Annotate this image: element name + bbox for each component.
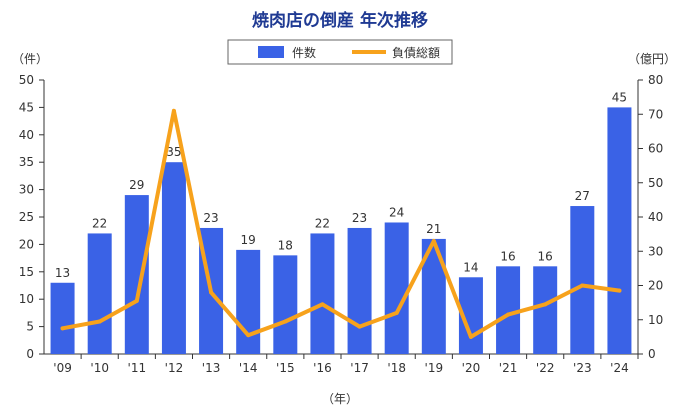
line-point [171,108,176,113]
x-tick-label: '12 [165,361,184,375]
chart-title: 焼肉店の倒産 年次推移 [252,10,428,31]
bar [50,282,75,354]
line-point [431,238,436,243]
bar-data-label: 19 [241,233,256,247]
bar-data-labels: 13 22 29 35 23 19 18 22 23 24 21 14 16 16 27 45 [55,90,627,279]
y-left-tick-label: 10 [19,292,34,306]
bar [347,227,372,354]
bar-data-label: 22 [92,216,107,230]
bar [533,266,558,354]
line-point [506,312,511,317]
y-right-tick-label: 60 [648,142,663,156]
bar-data-label: 16 [538,249,553,263]
line-point [543,302,548,307]
bar [87,233,112,354]
line-series [60,108,622,339]
legend-bar-label: 件数 [292,45,316,60]
y-right-tick-label: 0 [648,347,656,361]
bar-data-label: 45 [612,90,627,104]
x-tick-label: '17 [350,361,369,375]
x-tick-label: '18 [387,361,406,375]
bar [161,162,186,354]
line-series-path [60,108,622,339]
y-right-tick-label: 10 [648,313,663,327]
x-tick-label: '09 [53,361,72,375]
y-left-ticks: 0 5 10 15 20 25 30 35 40 45 50 [19,73,44,361]
y-right-tick-label: 40 [648,210,663,224]
y-right-unit: （億円） [628,52,676,66]
bar-data-label: 18 [278,238,293,252]
line-point [60,326,65,331]
legend: 件数 負債総額 [227,39,453,65]
y-right-tick-label: 80 [648,73,663,87]
line-point [97,319,102,324]
y-right-tick-label: 30 [648,244,663,258]
bar-data-label: 29 [129,178,144,192]
bar-series [50,107,632,355]
y-left-tick-label: 45 [19,100,34,114]
x-tick-label: '19 [425,361,444,375]
x-tick-label: '20 [462,361,481,375]
bar-data-label: 24 [389,205,404,219]
x-tick-label: '15 [276,361,295,375]
legend-bar-swatch [258,46,284,58]
y-right-tick-label: 70 [648,107,663,121]
line-point [468,334,473,339]
bar-data-label: 16 [500,249,515,263]
x-tick-label: '21 [499,361,518,375]
bar-data-label: 21 [426,222,441,236]
y-left-tick-label: 40 [19,128,34,142]
bar [310,233,335,354]
x-tick-label: '24 [610,361,629,375]
y-left-tick-label: 15 [19,265,34,279]
bar [496,266,521,354]
bar [124,195,149,354]
bar-data-label: 23 [203,211,218,225]
x-tick-label: '10 [90,361,109,375]
line-point [134,298,139,303]
bar-data-label: 35 [166,145,181,159]
y-right-tick-label: 20 [648,279,663,293]
x-axis-label: （年） [322,392,358,406]
line-point [357,324,362,329]
y-left-tick-label: 25 [19,210,34,224]
y-left-tick-label: 50 [19,73,34,87]
y-left-tick-label: 0 [26,347,34,361]
line-point [283,319,288,324]
x-tick-label: '14 [239,361,258,375]
line-point [246,333,251,338]
bar-data-label: 13 [55,266,70,280]
bar [570,206,595,354]
x-tick-label: '13 [202,361,221,375]
y-left-tick-label: 20 [19,237,34,251]
line-point [209,290,214,295]
y-left-tick-label: 35 [19,155,34,169]
bar [384,222,409,354]
x-tick-label: '22 [536,361,555,375]
y-left-tick-label: 5 [26,320,34,334]
bar-data-label: 14 [463,260,478,274]
line-point [617,288,622,293]
y-left-tick-label: 30 [19,183,34,197]
y-right-ticks: 0 10 20 30 40 50 60 70 80 [638,73,663,361]
y-left-unit: （件） [12,52,48,66]
y-right-tick-label: 50 [648,176,663,190]
bar-data-label: 27 [575,189,590,203]
bar [607,107,632,355]
line-point [580,283,585,288]
bar-data-label: 22 [315,216,330,230]
x-ticks: '09 '10 '11 '12 '13 '14 '15 '16 '17 '18 '19 '20 '21 '… [53,354,639,375]
line-point [320,302,325,307]
bar [273,255,298,354]
x-tick-label: '23 [573,361,592,375]
bar-data-label: 23 [352,211,367,225]
x-tick-label: '16 [313,361,332,375]
x-tick-label: '11 [128,361,147,375]
legend-line-label: 負債総額 [392,45,440,60]
line-point [394,310,399,315]
bar [236,249,261,354]
